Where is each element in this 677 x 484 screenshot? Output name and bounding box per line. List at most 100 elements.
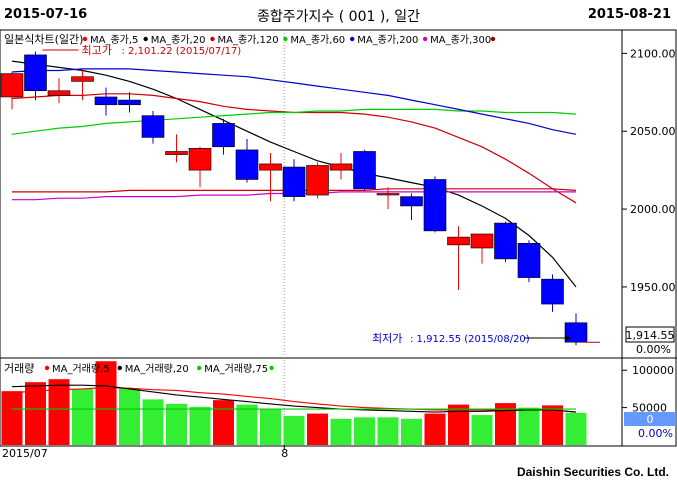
candle-body [259, 163, 282, 171]
legend-marker [283, 36, 288, 42]
end-date: 2015-08-21 [587, 7, 671, 22]
legend-marker [269, 365, 274, 371]
legend-marker [210, 36, 215, 42]
volume-bar [471, 415, 493, 445]
price-tick-label: 1950.00 [630, 281, 676, 294]
candle-body [0, 73, 24, 98]
volume-bar [377, 417, 399, 445]
volume-ma20-line [11, 384, 577, 413]
candle-body [400, 196, 423, 207]
candle-body [329, 163, 353, 171]
volume-bar [307, 413, 328, 445]
start-date: 2015-07-16 [4, 7, 88, 22]
volume-bar [401, 418, 422, 445]
legend-label: MA_거래량,20 [125, 363, 189, 375]
candle-body [470, 233, 494, 249]
volume-bar [119, 388, 140, 445]
volume-bar [542, 405, 563, 445]
candle-body [517, 243, 541, 278]
volume-bar [330, 418, 352, 445]
price-change-pct: 0.00% [636, 343, 671, 356]
legend-marker [490, 36, 496, 42]
candle-body [24, 54, 47, 92]
legend-marker [117, 365, 123, 371]
volume-bar [48, 379, 70, 445]
legend-marker [143, 36, 148, 42]
legend-label: MA_거래량,5 [52, 363, 110, 375]
x-label-month: 8 [281, 447, 288, 460]
legend-marker [197, 365, 202, 371]
price-tick-label: 2050.00 [630, 125, 676, 138]
legend-marker [422, 36, 428, 42]
candle-body [447, 236, 470, 246]
high-label-name: 최고가 [82, 44, 112, 57]
volume-bar [448, 404, 469, 445]
low-label-value: : 1,912.55 (2015/08/20) [410, 334, 530, 345]
candle-body [141, 115, 165, 138]
price-tick-label: 2000.00 [630, 203, 676, 216]
legend-marker [44, 365, 50, 371]
low-label-name: 최저가 [372, 332, 402, 345]
candle-body [47, 90, 71, 96]
last-price-label: 1,914.55 [626, 329, 675, 342]
volume-value-box [624, 412, 676, 426]
legend-label: MA_거래량,75 [204, 363, 268, 375]
legend-marker [82, 36, 88, 42]
candle-body [188, 148, 212, 171]
volume-bar [495, 403, 516, 445]
x-label-start: 2015/07 [2, 447, 48, 460]
chart-header: 2015-07-16 종합주가지수 ( 001 ), 일간 2015-08-21 [0, 0, 677, 30]
candle-body [494, 222, 517, 260]
volume-bar [213, 400, 234, 445]
price-tick-label: 2100.00 [630, 47, 676, 60]
candle-body [306, 165, 329, 196]
legend-label: MA_종가,5 [90, 34, 138, 46]
low-pointer-arrow [565, 335, 571, 341]
volume-bar [166, 403, 187, 445]
candle-body [541, 278, 564, 305]
candle-body [165, 151, 188, 155]
company-credit: Daishin Securities Co. Ltd. [516, 465, 669, 479]
volume-bar [236, 404, 258, 445]
volume-bar [72, 388, 93, 445]
last-price-box [625, 326, 675, 343]
volume-bar [283, 415, 305, 445]
candle-body [118, 99, 141, 106]
candle-body [423, 179, 447, 232]
legend-label: MA_종가,60 [290, 34, 345, 46]
volume-bar [518, 407, 540, 445]
volume-tick-label: 50000 [632, 402, 667, 415]
ma-line-20 [11, 60, 577, 288]
price-chart-title: 일본식차트(일간) [4, 32, 83, 46]
volume-bar [565, 412, 587, 445]
candle-body [235, 149, 259, 180]
candle-body [212, 123, 235, 148]
volume-ma5-line [11, 386, 577, 413]
volume-bar [25, 382, 46, 445]
volume-change-pct: 0.00% [638, 427, 673, 440]
legend-label: MA_종가,200 [357, 34, 418, 46]
high-label-value: : 2,101.22 (2015/07/17) [122, 46, 242, 57]
chart-title: 종합주가지수 ( 001 ), 일간 [257, 9, 420, 25]
volume-bar [1, 391, 23, 445]
volume-current-value: 0 [647, 413, 654, 426]
candle-body [71, 76, 94, 82]
legend-label: MA_종가,300 [430, 34, 491, 46]
volume-bar [354, 417, 375, 445]
candle-body [353, 151, 376, 190]
candle-body [376, 193, 400, 196]
ma-line-200 [11, 68, 577, 135]
legend-marker [350, 36, 355, 42]
volume-bar [142, 399, 164, 445]
volume-bar [95, 361, 117, 445]
volume-chart-title: 거래량 [4, 362, 34, 375]
candle-body [94, 96, 118, 106]
ma-line-60 [11, 108, 577, 135]
chart-frame [0, 29, 677, 447]
volume-bar [189, 406, 211, 445]
volume-tick-label: 100000 [632, 364, 674, 377]
volume-bar [424, 413, 446, 445]
candle-body [282, 166, 306, 197]
legend-label: MA_종가,20 [151, 34, 206, 46]
